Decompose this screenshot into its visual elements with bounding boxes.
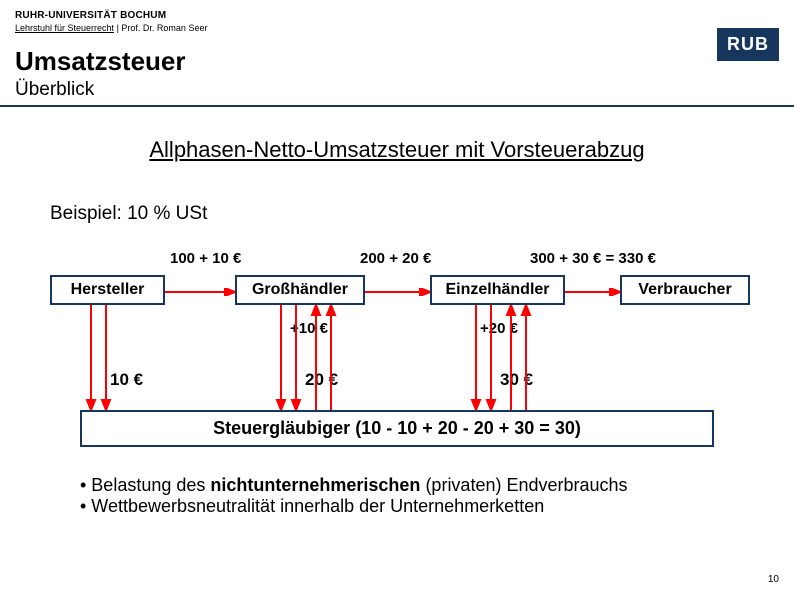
chair-suffix: Prof. Dr. Roman Seer — [121, 23, 207, 33]
page-number: 10 — [768, 574, 779, 585]
bullet-item: • Belastung des nichtunternehmerischen (… — [80, 475, 714, 496]
node-verbraucher: Verbraucher — [620, 275, 750, 305]
arrow-up-icon — [505, 305, 517, 410]
bullet-post: (privaten) Endverbrauchs — [420, 475, 627, 495]
page-title: Umsatzsteuer — [0, 38, 794, 79]
bullet-bold: nichtunternehmerischen — [210, 475, 420, 495]
page-subtitle: Überblick — [0, 79, 794, 105]
bullet-item: • Wettbewerbsneutralität innerhalb der U… — [80, 496, 714, 517]
section-title: Allphasen-Netto-Umsatzsteuer mit Vorsteu… — [50, 137, 744, 163]
tax-amount: 10 € — [110, 370, 143, 390]
chair-prefix: Lehrstuhl für Steuerrecht — [15, 23, 114, 33]
bullet-list: • Belastung des nichtunternehmerischen (… — [50, 460, 744, 517]
price-label: 200 + 20 € — [360, 250, 431, 267]
creditor-box: Steuergläubiger (10 - 10 + 20 - 20 + 30 … — [80, 410, 714, 447]
node-grosshaendler: Großhändler — [235, 275, 365, 305]
arrow-right-icon — [365, 288, 430, 296]
arrow-up-icon — [520, 305, 532, 410]
price-label: 300 + 30 € = 330 € — [530, 250, 656, 267]
arrow-right-icon — [165, 288, 235, 296]
node-hersteller: Hersteller — [50, 275, 165, 305]
bullet-pre: • Belastung des — [80, 475, 210, 495]
arrow-down-icon — [470, 305, 482, 410]
arrow-down-icon — [290, 305, 302, 410]
arrow-up-icon — [310, 305, 322, 410]
vat-flow-diagram: 100 + 10 € 200 + 20 € 300 + 30 € = 330 €… — [50, 250, 744, 460]
chair-line: Lehrstuhl für Steuerrecht | Prof. Dr. Ro… — [15, 23, 779, 33]
arrow-down-icon — [485, 305, 497, 410]
rub-logo: RUB — [717, 28, 779, 61]
arrow-down-icon — [275, 305, 287, 410]
node-einzelhaendler: Einzelhändler — [430, 275, 565, 305]
arrow-down-icon — [85, 305, 97, 410]
price-label: 100 + 10 € — [170, 250, 241, 267]
example-label: Beispiel: 10 % USt — [50, 203, 744, 225]
arrow-right-icon — [565, 288, 620, 296]
university-name: RUHR-UNIVERSITÄT BOCHUM — [15, 10, 779, 21]
arrow-down-icon — [100, 305, 112, 410]
arrow-up-icon — [325, 305, 337, 410]
